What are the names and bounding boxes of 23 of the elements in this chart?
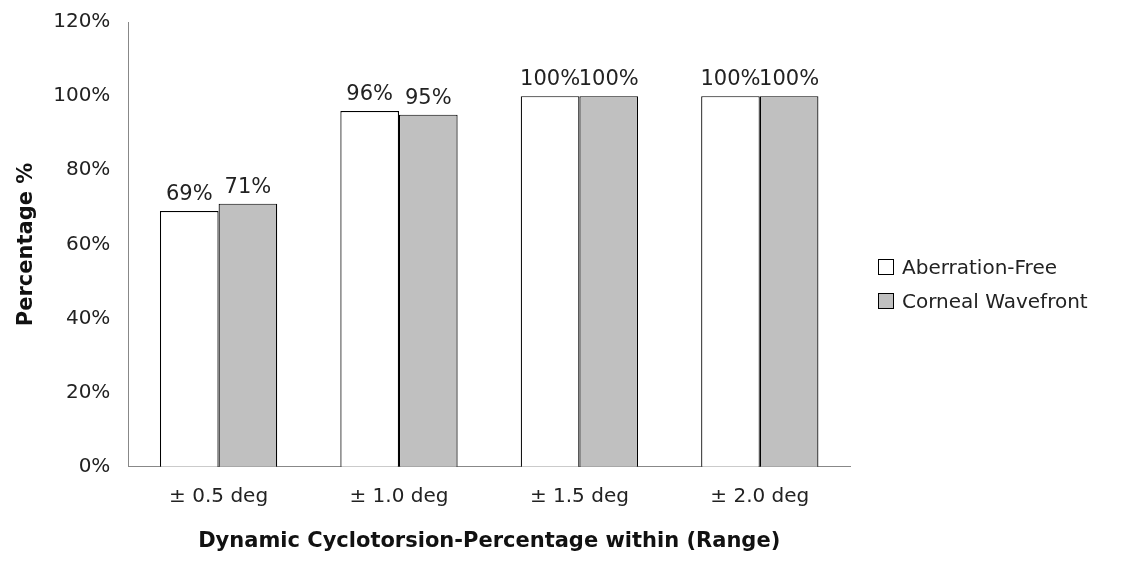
y-tick-label: 20% [65,378,111,403]
text: Aberration-Free [902,255,1057,279]
y-tick-label: 60% [65,230,111,255]
y-axis-title: Percentage % [13,162,38,327]
legend-label: Corneal Wavefront [902,289,1088,313]
data-label: 100% [700,66,761,91]
x-axis-title: Dynamic Cyclotorsion-Percentage within (Range) [198,527,781,552]
x-tick-label: ± 1.5 deg [529,483,629,507]
data-label: 100% [520,66,581,91]
x-tick-label: ± 1.0 deg [349,483,449,507]
data-label: 100% [759,66,820,91]
y-tick-label: 80% [65,156,111,181]
y-tick-label: 40% [65,304,111,329]
x-tick-label: ± 0.5 deg [169,483,269,507]
data-label: 96% [346,80,394,105]
y-tick-label: 0% [78,453,111,477]
x-tick-label: ± 2.0 deg [710,483,810,507]
y-tick-label: 100% [53,82,111,107]
data-label: 100% [578,66,639,91]
data-label: 69% [165,180,213,205]
data-label: 71% [224,173,272,198]
data-label: 95% [404,84,452,109]
y-tick-label: 120% [53,8,111,33]
